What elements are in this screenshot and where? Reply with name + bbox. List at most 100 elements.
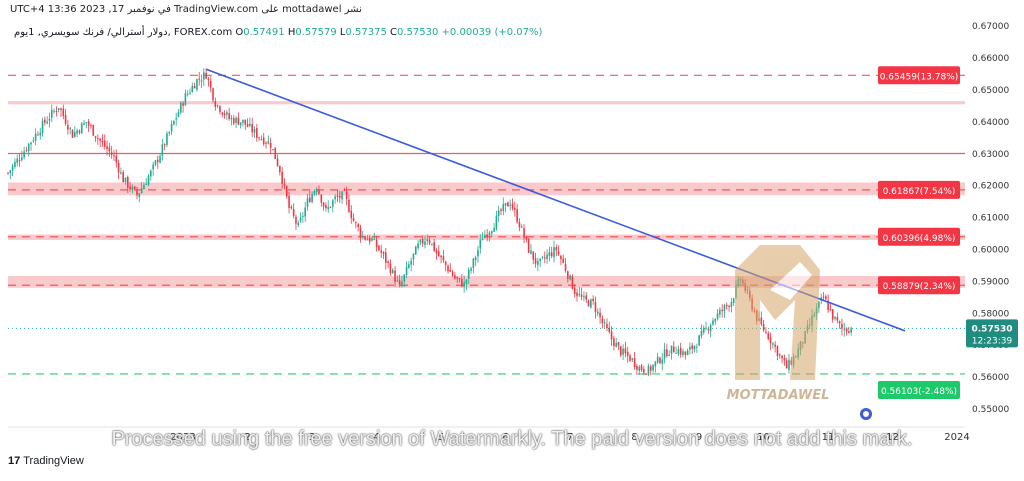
- low-label: L: [339, 27, 346, 38]
- candle-body: [214, 100, 217, 107]
- candle-body: [730, 301, 733, 307]
- candle-body: [166, 133, 168, 145]
- candle-body: [686, 350, 689, 356]
- candle-body: [546, 254, 548, 260]
- candle-body: [159, 155, 161, 163]
- candle-body: [76, 130, 78, 134]
- price-badge: 0.57530 12:23:39: [966, 319, 1018, 348]
- candle-body: [348, 199, 350, 212]
- candle-body: [585, 295, 588, 300]
- x-tick-label: 10: [757, 432, 770, 443]
- candle-body: [696, 346, 698, 348]
- candle-body: [456, 277, 459, 279]
- candle-body: [21, 157, 23, 161]
- symbol-name[interactable]: دولار أسترالي/ فرنك سويسري, 1يوم, FOREX.…: [14, 27, 233, 38]
- resistance-zone: [8, 182, 965, 196]
- candle-body: [299, 217, 302, 222]
- candle-body: [509, 204, 512, 206]
- candle-body: [272, 149, 274, 151]
- publish-info: نشر mottadawel على TradingView.com في نو…: [10, 4, 362, 15]
- candle-body: [705, 327, 707, 329]
- x-tick-label: 12: [886, 432, 899, 443]
- candle-body: [419, 239, 422, 243]
- candle-body: [670, 345, 673, 354]
- candle-body: [133, 186, 136, 189]
- level-label: 0.56103(-2.48%): [878, 380, 960, 399]
- candle-body: [78, 130, 81, 133]
- candle-body: [608, 327, 611, 332]
- candle-body: [274, 147, 277, 159]
- y-tick-label: 0.64000: [972, 118, 1009, 128]
- candle-body: [707, 329, 710, 331]
- y-tick-label: 0.58000: [972, 309, 1009, 319]
- candle-body: [702, 328, 705, 333]
- candle-body: [203, 72, 205, 80]
- candle-body: [523, 228, 525, 238]
- candle-body: [769, 337, 772, 344]
- candle-body: [788, 359, 790, 370]
- candle-body: [27, 143, 30, 152]
- candle-body: [138, 193, 141, 197]
- x-tick-label: 3: [309, 432, 315, 443]
- candle-body: [721, 309, 723, 311]
- candle-body: [435, 250, 438, 253]
- logo-arrow: [770, 262, 812, 300]
- candle-body: [424, 241, 426, 245]
- candle-body: [624, 348, 627, 354]
- candle-body: [398, 280, 401, 285]
- candle-body: [728, 305, 730, 307]
- candle-body: [481, 239, 484, 241]
- candle-body: [408, 264, 410, 268]
- candle-body: [143, 185, 145, 190]
- level-label: 0.65459(13.78%): [878, 66, 960, 85]
- candle-body: [836, 317, 839, 321]
- candle-body: [691, 345, 694, 349]
- x-tick-label: 6: [502, 432, 508, 443]
- candle-body: [649, 366, 652, 371]
- candle-body: [92, 124, 95, 136]
- candle-body: [83, 122, 85, 125]
- candle-body: [822, 296, 825, 298]
- candle-body: [304, 207, 306, 217]
- candle-body: [714, 318, 717, 322]
- candle-body: [463, 282, 465, 287]
- resistance-zone: [8, 275, 965, 288]
- candle-body: [18, 159, 21, 161]
- close-value: 0.57530: [397, 27, 439, 38]
- candle-body: [283, 184, 286, 186]
- candle-body: [311, 193, 313, 203]
- x-tick-label: 2024: [944, 432, 969, 443]
- candle-body: [366, 239, 369, 241]
- candle-body: [50, 109, 53, 118]
- candle-body: [818, 301, 820, 308]
- candle-body: [228, 113, 230, 120]
- candle-body: [279, 166, 281, 173]
- candle-body: [633, 358, 636, 367]
- candle-body: [11, 165, 14, 171]
- candle-body: [541, 256, 544, 258]
- candle-body: [550, 252, 553, 257]
- candle-body: [507, 202, 509, 207]
- candle-body: [530, 250, 532, 254]
- candle-body: [391, 269, 394, 273]
- change-value: +0.00039 (+0.07%): [441, 27, 543, 38]
- candle-body: [108, 147, 111, 152]
- candle-body: [472, 258, 475, 268]
- candle-body: [762, 324, 765, 331]
- y-tick-label: 0.67000: [972, 22, 1009, 32]
- candle-body: [147, 176, 150, 185]
- x-tick-label: 2023: [170, 432, 195, 443]
- tradingview-logo[interactable]: 17 TradingView: [8, 455, 84, 467]
- candle-body: [99, 138, 101, 141]
- candle-body: [265, 142, 267, 144]
- candle-body: [622, 348, 624, 355]
- candle-body: [80, 123, 83, 134]
- candle-body: [569, 275, 571, 280]
- candle-body: [532, 251, 535, 260]
- candle-body: [223, 113, 226, 116]
- candle-body: [320, 194, 323, 203]
- candle-body: [219, 106, 221, 113]
- candle-body: [55, 111, 58, 113]
